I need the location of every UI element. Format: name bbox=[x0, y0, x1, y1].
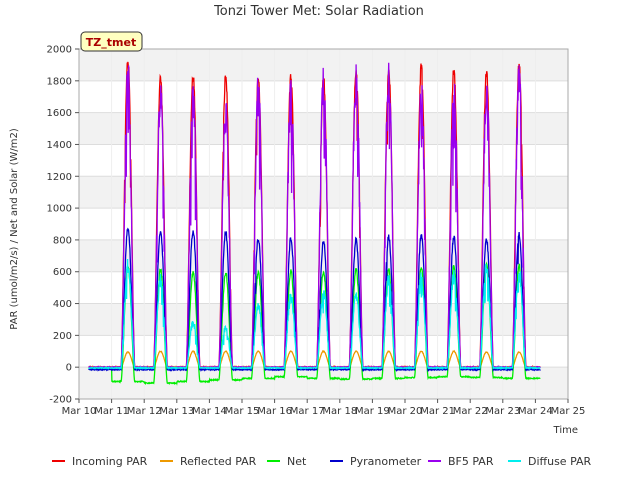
y-tick-label: 2000 bbox=[47, 45, 72, 56]
y-tick-label: 400 bbox=[53, 299, 72, 310]
x-tick-label: Mar 11 bbox=[94, 406, 129, 417]
x-tick-label: Mar 15 bbox=[225, 406, 260, 417]
x-tick-label: Mar 19 bbox=[355, 406, 390, 417]
x-tick-label: Mar 17 bbox=[290, 406, 325, 417]
x-tick-label: Mar 12 bbox=[127, 406, 162, 417]
y-tick-label: -200 bbox=[49, 395, 72, 406]
series-line-diffuse-par bbox=[88, 258, 541, 371]
x-tick-label: Mar 25 bbox=[551, 406, 586, 417]
y-tick-label: 1200 bbox=[47, 172, 72, 183]
x-axis-label: Time bbox=[553, 425, 578, 436]
legend-label-reflected-par: Reflected PAR bbox=[180, 455, 257, 468]
y-tick-label: 0 bbox=[66, 363, 72, 374]
x-tick-label: Mar 14 bbox=[192, 406, 227, 417]
y-tick-label: 200 bbox=[53, 331, 72, 342]
x-tick-label: Mar 16 bbox=[257, 406, 292, 417]
series-layer bbox=[88, 61, 541, 386]
legend: Incoming PAR Reflected PAR Net Pyranometer B… bbox=[52, 455, 592, 468]
x-tick-label: Mar 24 bbox=[518, 406, 553, 417]
legend-label-net: Net bbox=[287, 455, 307, 468]
y-tick-label: 800 bbox=[53, 235, 72, 246]
x-tick-label: Mar 23 bbox=[485, 406, 520, 417]
x-tick-label: Mar 10 bbox=[62, 406, 97, 417]
y-axis-label: PAR (umol/m2/s) / Net and Solar (W/m2) bbox=[9, 128, 20, 330]
y-tick-label: 1400 bbox=[47, 140, 72, 151]
x-tick-label: Mar 13 bbox=[159, 406, 194, 417]
y-tick-label: 1000 bbox=[47, 204, 72, 215]
plot-band bbox=[79, 176, 568, 209]
chart-title: Tonzi Tower Met: Solar Radiation bbox=[213, 4, 424, 19]
x-tick-label: Mar 22 bbox=[453, 406, 488, 417]
plot-band bbox=[79, 367, 568, 399]
legend-label-diffuse-par: Diffuse PAR bbox=[528, 455, 592, 468]
x-tick-label: Mar 21 bbox=[420, 406, 455, 417]
plot-frame bbox=[78, 48, 569, 400]
x-tick-label: Mar 18 bbox=[322, 406, 357, 417]
y-tick-label: 1600 bbox=[47, 108, 72, 119]
legend-label-incoming-par: Incoming PAR bbox=[72, 455, 148, 468]
site-label-background bbox=[80, 31, 143, 52]
y-axis-ticks: -200 0 200 400 600 800 1000 1200 1400 1600 1800 200… bbox=[47, 45, 79, 406]
site-label-box: TZ_tmet bbox=[80, 31, 143, 52]
plot-band bbox=[79, 239, 568, 272]
y-tick-label: 600 bbox=[53, 267, 72, 278]
y-tick-label: 1800 bbox=[47, 76, 72, 87]
x-tick-label: Mar 20 bbox=[388, 406, 423, 417]
series-line-pyranometer bbox=[88, 227, 541, 373]
site-label: TZ_tmet bbox=[86, 36, 136, 49]
legend-label-bf5-par: BF5 PAR bbox=[448, 455, 494, 468]
legend-label-pyranometer: Pyranometer bbox=[350, 455, 422, 468]
